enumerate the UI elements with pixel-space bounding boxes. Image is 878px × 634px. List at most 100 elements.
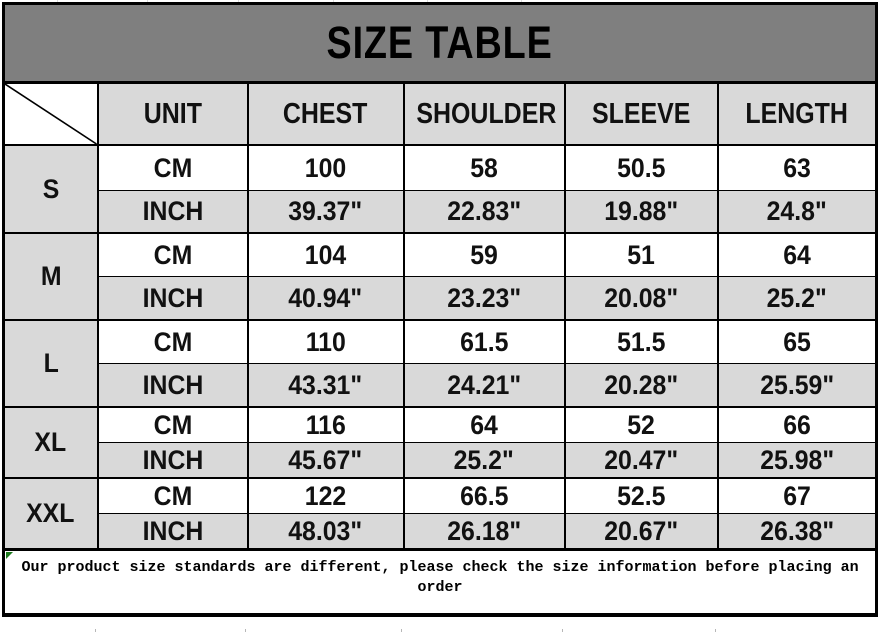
measurement-value: 110: [305, 326, 346, 357]
size-label-s: S: [2, 144, 99, 234]
value-cell: 24.8": [716, 190, 878, 234]
measurement-value: 25.98": [759, 444, 834, 475]
measurement-value: 61.5: [459, 326, 509, 357]
value-cell: 19.88": [563, 190, 719, 234]
measurement-value: 20.28": [604, 369, 678, 400]
column-header-sleeve: SLEEVE: [563, 81, 719, 146]
table-row: INCH 40.94" 23.23" 20.08" 25.2": [4, 276, 878, 321]
measurement-value: 66.5: [459, 480, 509, 511]
value-cell: 64: [716, 232, 878, 277]
measurement-value: 20.67": [604, 515, 678, 546]
unit-label: INCH: [142, 282, 203, 313]
measurement-value: 39.37": [288, 196, 363, 226]
size-label: M: [40, 261, 62, 291]
size-label-l: L: [2, 319, 99, 408]
measurement-value: 122: [304, 480, 347, 511]
table-row: S CM 100 58 50.5 63: [2, 144, 878, 234]
table-row: INCH 45.67" 25.2" 20.47" 25.98": [4, 442, 878, 479]
value-cell: 26.18": [402, 513, 566, 551]
gridline-tick: [562, 629, 563, 632]
measurement-value: 40.94": [288, 282, 363, 313]
measurement-value: 116: [305, 409, 346, 440]
gridline-tick: [521, 0, 522, 3]
gridline-ticks-top: [0, 0, 878, 3]
value-cell: 100: [246, 144, 405, 191]
column-header-chest: CHEST: [246, 81, 405, 146]
measurement-value: 63: [782, 152, 811, 183]
page-title: SIZE TABLE: [326, 17, 554, 68]
value-cell: 66: [716, 406, 878, 443]
table-row: INCH 39.37" 22.83" 19.88" 24.8": [4, 190, 878, 234]
gridline-tick: [715, 629, 716, 632]
value-cell: 66.5: [402, 477, 566, 514]
unit-cell: CM: [96, 232, 249, 277]
value-cell: 51: [563, 232, 719, 277]
value-cell: 52.5: [563, 477, 719, 514]
value-cell: 25.98": [716, 442, 878, 479]
gridline-tick: [333, 0, 334, 3]
gridline-tick: [238, 0, 239, 3]
measurement-value: 23.23": [447, 282, 521, 313]
size-label: XL: [34, 427, 67, 457]
measurement-value: 45.67": [288, 444, 363, 475]
value-cell: 122: [246, 477, 405, 514]
measurement-value: 19.88": [604, 196, 678, 226]
unit-cell: CM: [96, 144, 249, 191]
unit-label: CM: [153, 239, 192, 270]
measurement-value: 24.21": [447, 369, 521, 400]
measurement-value: 22.83": [447, 196, 521, 226]
column-header-label: UNIT: [143, 97, 202, 130]
gridline-tick: [245, 629, 246, 632]
unit-label: INCH: [142, 444, 203, 475]
measurement-value: 51: [627, 239, 655, 270]
measurement-value: 26.18": [447, 515, 521, 546]
unit-cell: CM: [96, 406, 249, 443]
value-cell: 104: [246, 232, 405, 277]
gridline-tick: [427, 0, 428, 3]
gridline-tick: [57, 0, 58, 3]
value-cell: 23.23": [402, 276, 566, 321]
unit-cell: CM: [96, 477, 249, 514]
size-label-xl: XL: [2, 406, 99, 479]
measurement-value: 64: [782, 239, 811, 270]
unit-cell: INCH: [96, 442, 249, 479]
column-header-row: UNIT CHEST SHOULDER SLEEVE LENGTH: [2, 81, 878, 146]
measurement-value: 51.5: [616, 326, 666, 357]
measurement-value: 25.2": [766, 282, 827, 313]
column-header-label: CHEST: [283, 97, 368, 130]
unit-cell: INCH: [96, 363, 249, 408]
measurement-value: 43.31": [288, 369, 363, 400]
table-row: L CM 110 61.5 51.5 65: [2, 319, 878, 408]
unit-label: CM: [153, 326, 192, 357]
title-row: SIZE TABLE: [2, 2, 878, 84]
column-header-label: SHOULDER: [415, 97, 556, 130]
gridline-tick: [401, 629, 402, 632]
value-cell: 51.5: [563, 319, 719, 364]
measurement-value: 58: [470, 152, 498, 183]
measurement-value: 24.8": [766, 196, 827, 226]
column-header-label: LENGTH: [745, 97, 849, 130]
table-title-band: SIZE TABLE: [2, 2, 878, 84]
size-label-m: M: [2, 232, 99, 321]
table-row: INCH 43.31" 24.21" 20.28" 25.59": [4, 363, 878, 408]
measurement-value: 20.08": [604, 282, 678, 313]
diagonal-line-icon: [5, 84, 97, 144]
measurement-value: 48.03": [288, 515, 363, 546]
table-row: INCH 48.03" 26.18" 20.67" 26.38": [4, 513, 878, 551]
value-cell: 58: [402, 144, 566, 191]
note-row: Our product size standards are different…: [2, 548, 878, 616]
excel-error-marker-icon: [6, 552, 13, 559]
value-cell: 39.37": [246, 190, 405, 234]
note-cell: Our product size standards are different…: [2, 548, 878, 616]
unit-label: INCH: [142, 515, 203, 546]
value-cell: 20.28": [563, 363, 719, 408]
unit-label: CM: [153, 409, 192, 440]
value-cell: 65: [716, 319, 878, 364]
value-cell: 52: [563, 406, 719, 443]
measurement-value: 59: [470, 239, 498, 270]
gridline-ticks-bottom: [0, 629, 878, 632]
gridline-tick: [95, 629, 96, 632]
measurement-value: 104: [304, 239, 347, 270]
measurement-value: 25.2": [453, 444, 515, 475]
unit-cell: CM: [96, 319, 249, 364]
